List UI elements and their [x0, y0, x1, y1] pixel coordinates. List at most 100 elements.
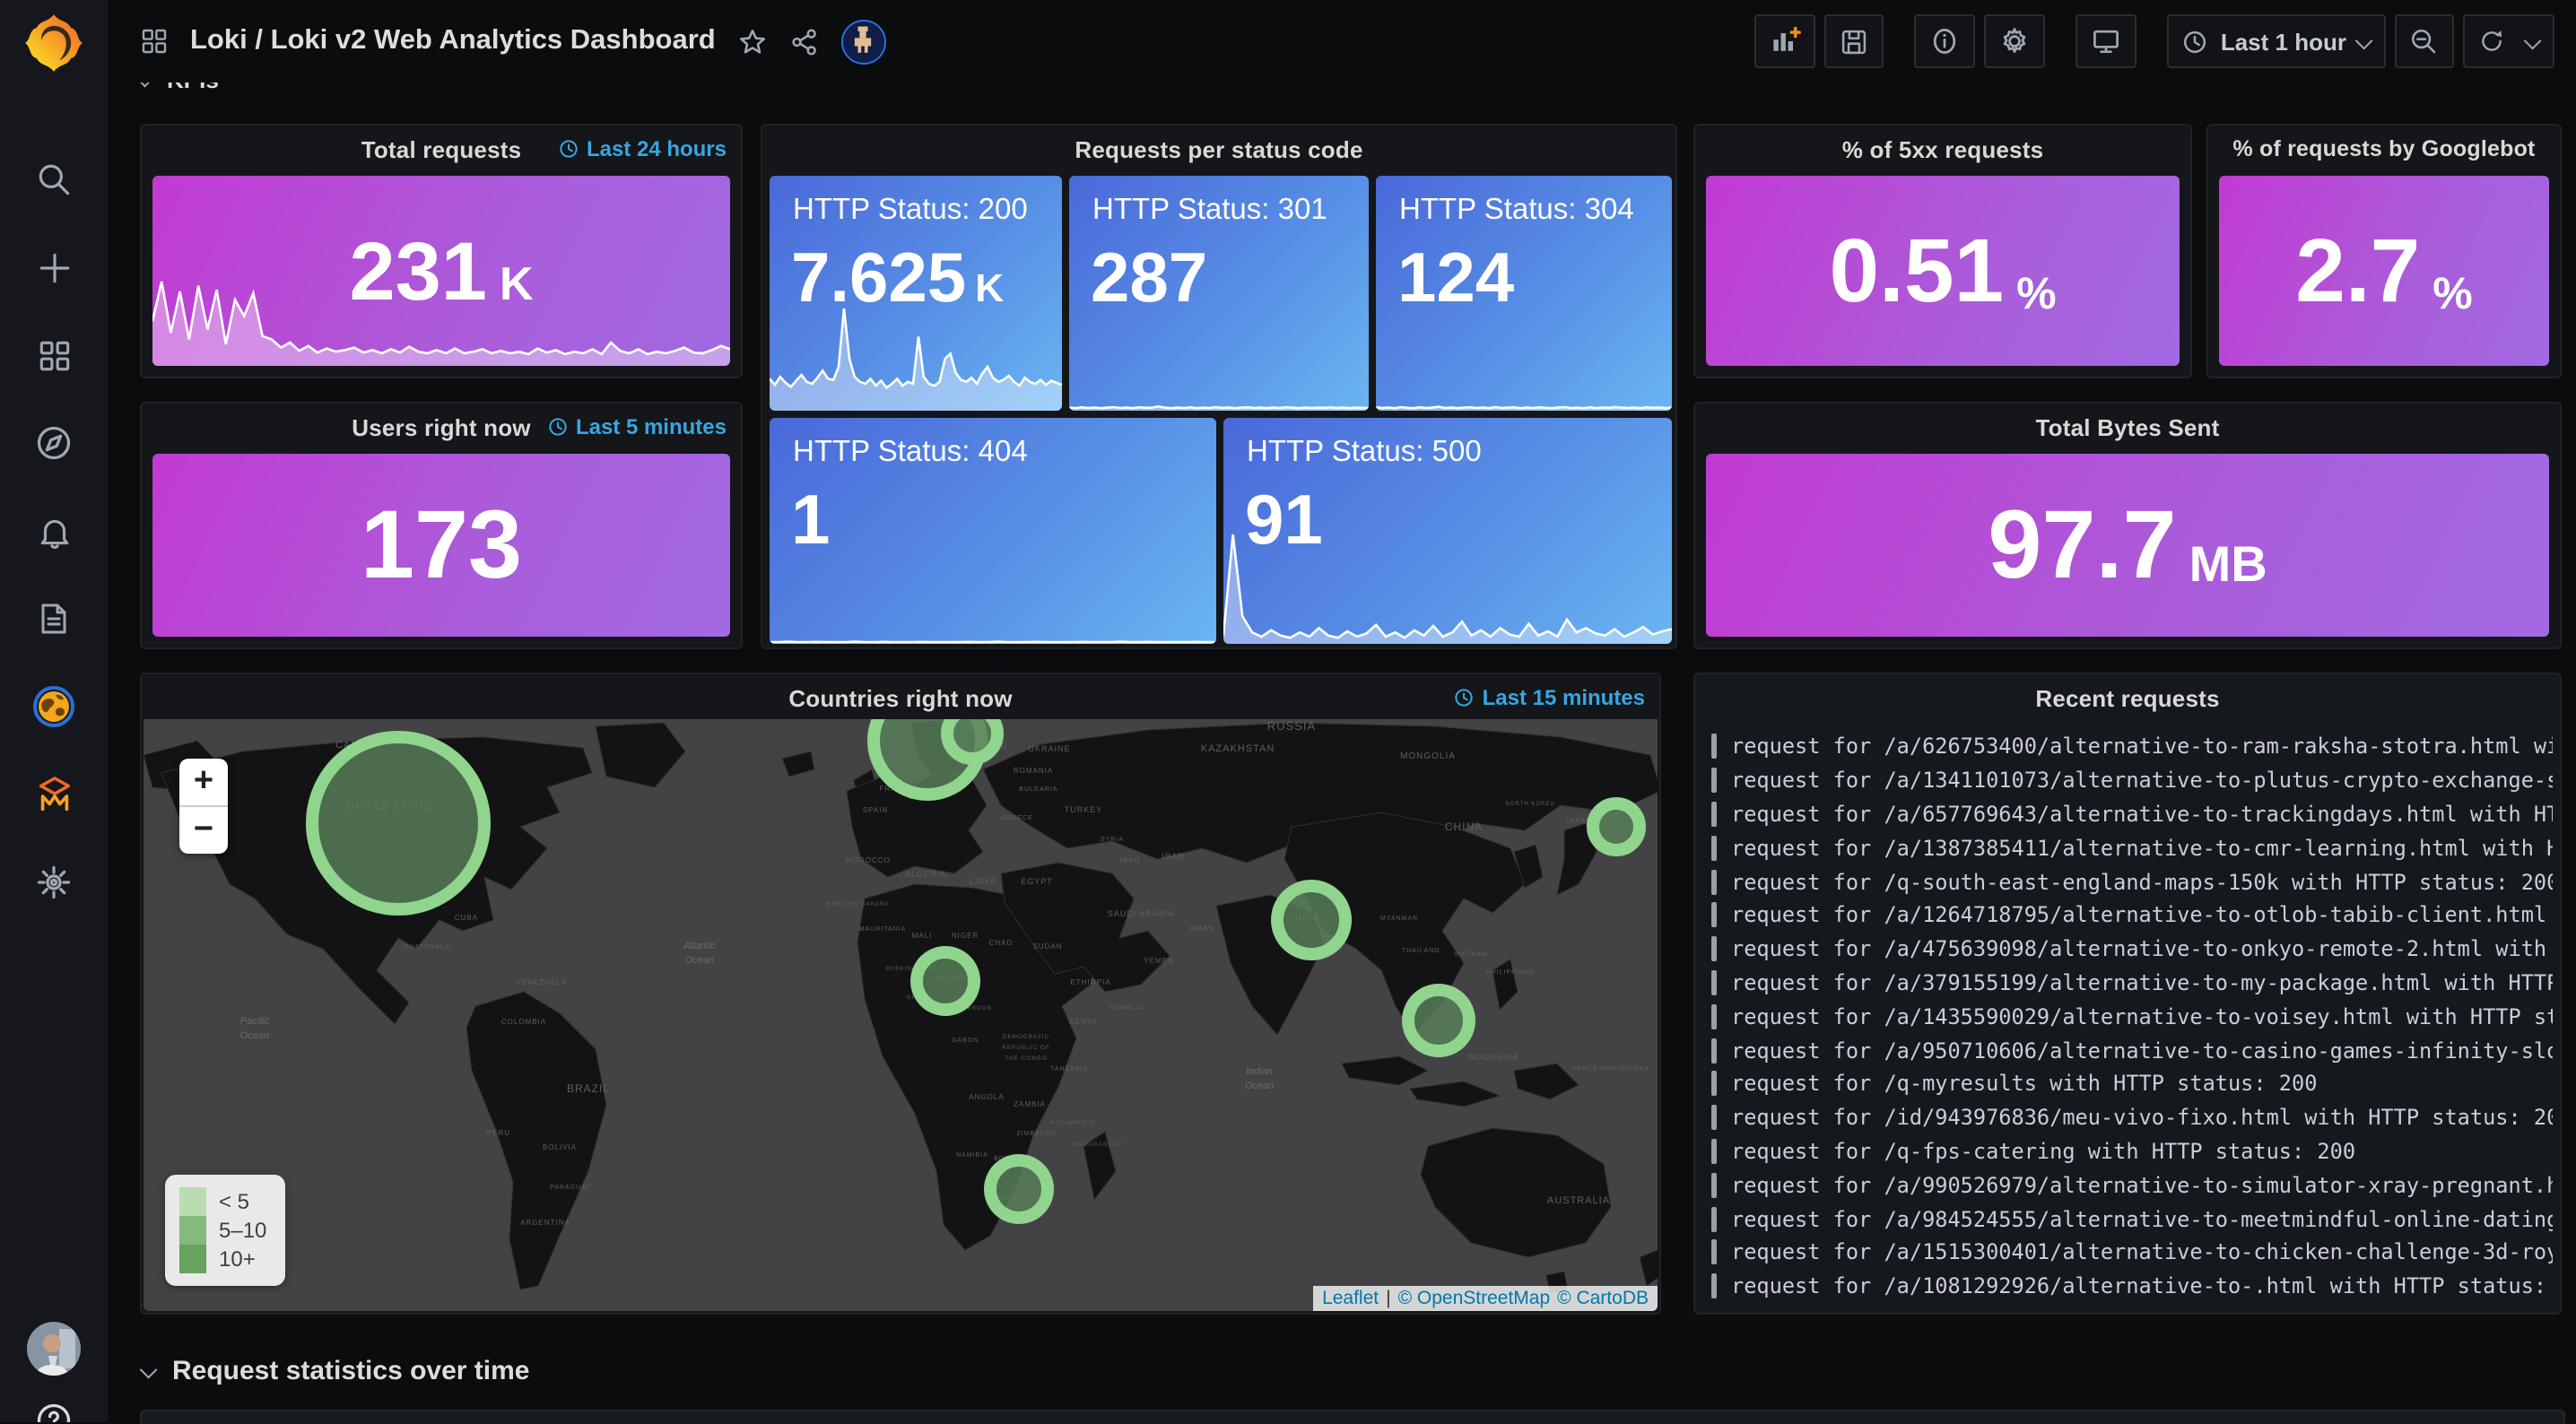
dashboard-settings-button[interactable] [1983, 14, 2045, 68]
alerting-bell-icon[interactable] [32, 509, 75, 552]
grafana-logo[interactable] [22, 11, 86, 75]
country-bubble-japan[interactable] [1587, 797, 1646, 856]
panel-title[interactable]: Total requests [361, 135, 522, 162]
country-bubble-south-africa[interactable] [984, 1154, 1054, 1224]
log-line[interactable]: request for /a/984524555/alternative-to-… [1711, 1202, 2553, 1236]
log-line[interactable]: request for /a/379155199/alternative-to-… [1711, 966, 2553, 1000]
panel-title[interactable]: Users right now [352, 413, 531, 440]
zoom-out-time-button[interactable] [2395, 14, 2454, 68]
log-line[interactable]: request for /a/1435590029/alternative-to… [1711, 1000, 2553, 1034]
map-label: MALI [912, 932, 933, 940]
create-plus-icon[interactable] [32, 246, 75, 289]
map-label: REPUBLIC OF [1002, 1045, 1050, 1051]
log-line[interactable]: request for /a/626753400/alternative-to-… [1711, 730, 2553, 764]
log-line[interactable]: request for /a/1081292926/alternative-to… [1711, 1270, 2553, 1303]
log-line[interactable]: request for /a/950710606/alternative-to-… [1711, 1033, 2553, 1067]
stat-tile-bytes[interactable]: 97.7 MB [1706, 454, 2549, 637]
log-level-bar [1711, 936, 1717, 962]
log-text: request for /a/1387385411/alternative-to… [1731, 835, 2553, 861]
map-label: CUBA [455, 914, 478, 922]
log-line[interactable]: request for /a/990526979/alternative-to-… [1711, 1168, 2553, 1203]
map-zoom-out-button[interactable]: − [179, 805, 228, 854]
log-line[interactable]: request for /a/657769643/alternative-to-… [1711, 797, 2553, 831]
time-badge-last-24-hours[interactable]: Last 24 hours [558, 126, 727, 172]
panel-title[interactable]: Total Bytes Sent [2035, 413, 2220, 440]
help-icon[interactable] [0, 1401, 108, 1422]
apps-grid-icon[interactable] [140, 27, 169, 56]
document-icon[interactable] [32, 597, 75, 640]
stat-tile-http-301[interactable]: HTTP Status: 301 287 [1069, 176, 1369, 411]
panel-title[interactable]: Recent requests [2035, 684, 2220, 711]
dashboard-title[interactable]: Loki / Loki v2 Web Analytics Dashboard [190, 25, 716, 56]
row-request-statistics-over-time[interactable]: Request statistics over time [139, 1356, 530, 1386]
dashboard-owner-avatar[interactable] [840, 19, 886, 64]
log-level-bar [1711, 1172, 1717, 1198]
panel-pct-googlebot: % of requests by Googlebot 2.7 % [2206, 124, 2562, 378]
panel-title[interactable]: Requests per status code [1075, 135, 1363, 162]
search-icon[interactable] [32, 158, 75, 201]
map-label: PERU [487, 1129, 510, 1137]
log-line[interactable]: request for /a/475639098/alternative-to-… [1711, 933, 2553, 967]
panel-total-requests: Total requests Last 24 hours 231 K [140, 124, 743, 378]
panel-title[interactable]: % of requests by Googlebot [2232, 136, 2536, 161]
m-plugin-icon[interactable] [32, 773, 75, 816]
log-line[interactable]: request for /a/1387385411/alternative-to… [1711, 831, 2553, 865]
log-line[interactable]: request for /a/1341101073/alternative-to… [1711, 764, 2553, 798]
log-line[interactable]: request for /q-south-east-england-maps-1… [1711, 864, 2553, 899]
cartodb-link[interactable]: © CartoDB [1557, 1288, 1649, 1309]
stat-tile-http-304[interactable]: HTTP Status: 304 124 [1376, 176, 1672, 411]
stat-tile-http-500[interactable]: HTTP Status: 500 91 [1223, 418, 1672, 644]
country-bubble-vietnam-se-asia[interactable] [1402, 984, 1475, 1057]
stat-tile-pct-5xx[interactable]: 0.51 % [1706, 176, 2180, 366]
tv-cycle-button[interactable] [2075, 14, 2137, 68]
panel-title[interactable]: Countries right now [788, 684, 1013, 711]
map-label: IRAQ [1119, 856, 1141, 864]
share-icon[interactable] [789, 26, 820, 56]
stat-tile-http-200[interactable]: HTTP Status: 200 7.625 K [770, 176, 1062, 411]
dashboard-info-button[interactable] [1913, 14, 1975, 68]
panel-title[interactable]: % of 5xx requests [1841, 135, 2044, 162]
leaflet-link[interactable]: Leaflet [1322, 1288, 1379, 1309]
user-avatar[interactable] [27, 1322, 81, 1376]
time-badge-last-15-minutes[interactable]: Last 15 minutes [1454, 674, 1645, 721]
stat-tile-googlebot[interactable]: 2.7 % [2219, 176, 2549, 366]
map-label: CAMEROON [953, 1006, 991, 1012]
save-dashboard-button[interactable] [1823, 14, 1884, 68]
time-badge-last-5-minutes[interactable]: Last 5 minutes [547, 404, 727, 450]
map-zoom-in-button[interactable]: + [193, 762, 214, 800]
log-line[interactable]: request for /id/943976836/meu-vivo-fixo.… [1711, 1101, 2553, 1135]
stat-label: HTTP Status: 301 [1092, 194, 1327, 226]
country-bubble-india[interactable] [1271, 880, 1352, 960]
sparkline-total-requests [152, 280, 730, 366]
add-panel-button[interactable] [1754, 14, 1815, 68]
time-range-label: Last 1 hour [2220, 28, 2346, 55]
map-label: ETHIOPIA [1070, 978, 1110, 986]
explore-compass-icon[interactable] [32, 421, 75, 465]
row-title-kpis[interactable]: KPIs [140, 82, 427, 100]
map-label: NAMIBIA [956, 1152, 988, 1159]
country-bubble-united-states[interactable] [306, 731, 491, 916]
country-bubble-northern-europe[interactable] [941, 719, 1004, 765]
map-label: UKRAINE [1028, 744, 1070, 753]
log-line[interactable]: request for /a/1264718795/alternative-to… [1711, 899, 2553, 933]
openstreetmap-link[interactable]: © OpenStreetMap [1397, 1288, 1551, 1309]
map-label: Pacific [240, 1016, 270, 1027]
refresh-button[interactable] [2463, 14, 2554, 68]
time-range-picker[interactable]: Last 1 hour [2166, 14, 2386, 68]
star-icon[interactable] [737, 26, 768, 56]
sidebar [0, 0, 108, 1422]
clock-icon [2183, 30, 2206, 53]
log-line[interactable]: request for /a/1515300401/alternative-to… [1711, 1236, 2553, 1270]
country-bubble-nigeria[interactable] [910, 946, 980, 1016]
stat-tile-users[interactable]: 173 [152, 454, 730, 637]
stat-tile-total-requests[interactable]: 231 K [152, 176, 730, 366]
log-line[interactable]: request for /q-myresults with HTTP statu… [1711, 1067, 2553, 1101]
stat-tile-http-404[interactable]: HTTP Status: 404 1 [770, 418, 1216, 644]
legend-swatch-mid [179, 1216, 206, 1245]
log-line[interactable]: request for /q-fps-catering with HTTP st… [1711, 1134, 2553, 1168]
dashboards-grid-icon[interactable] [32, 334, 75, 377]
map-label: VENEZUELA [517, 978, 568, 986]
world-map[interactable]: CANADAUNITED STATESMEXICOCUBAGUATEMALAVE… [144, 719, 1658, 1311]
settings-gear-icon[interactable] [32, 861, 75, 904]
worldmap-plugin-icon[interactable] [32, 685, 75, 728]
